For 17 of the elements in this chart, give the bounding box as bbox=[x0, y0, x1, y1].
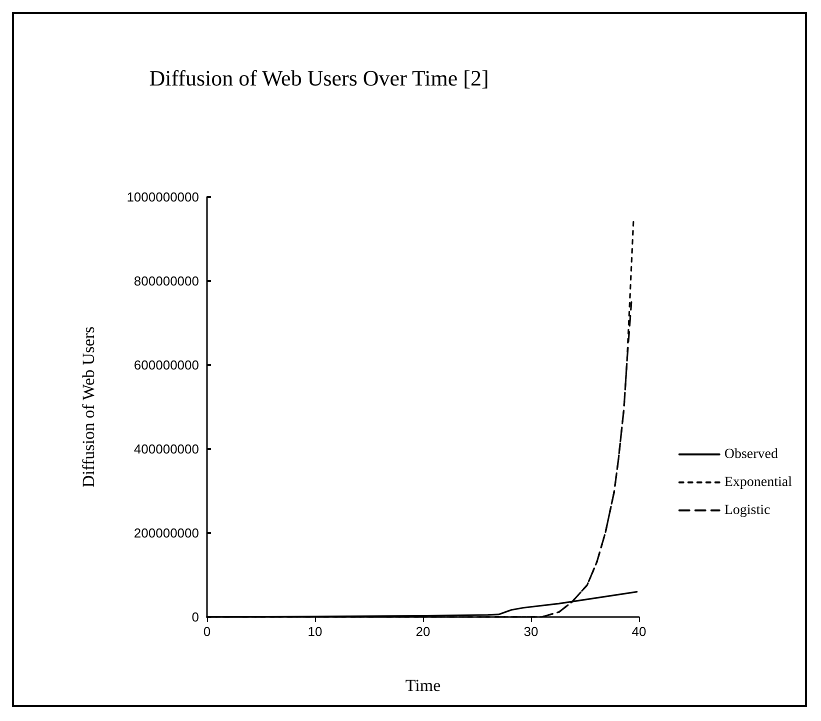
legend-label: Logistic bbox=[724, 502, 770, 518]
x-tick-label: 30 bbox=[524, 624, 538, 639]
y-tick-label: 1000000000 bbox=[126, 190, 199, 204]
y-tick-label: 0 bbox=[192, 610, 199, 624]
y-tick-label: 600000000 bbox=[134, 358, 199, 372]
y-tick-label: 800000000 bbox=[134, 274, 199, 288]
x-tick-label: 40 bbox=[632, 624, 646, 639]
legend-label: Observed bbox=[724, 446, 778, 462]
x-tick-label: 20 bbox=[416, 624, 430, 639]
x-axis-title: Time bbox=[405, 676, 441, 695]
legend-label: Exponential bbox=[724, 474, 792, 490]
y-tick-label: 400000000 bbox=[134, 442, 199, 456]
y-tick-label: 200000000 bbox=[134, 526, 199, 540]
x-tick-label: 10 bbox=[308, 624, 322, 639]
x-tick-label: 0 bbox=[203, 624, 211, 639]
chart-title: Diffusion of Web Users Over Time [2] bbox=[149, 66, 489, 90]
y-axis-title: Diffusion of Web Users bbox=[79, 326, 98, 488]
